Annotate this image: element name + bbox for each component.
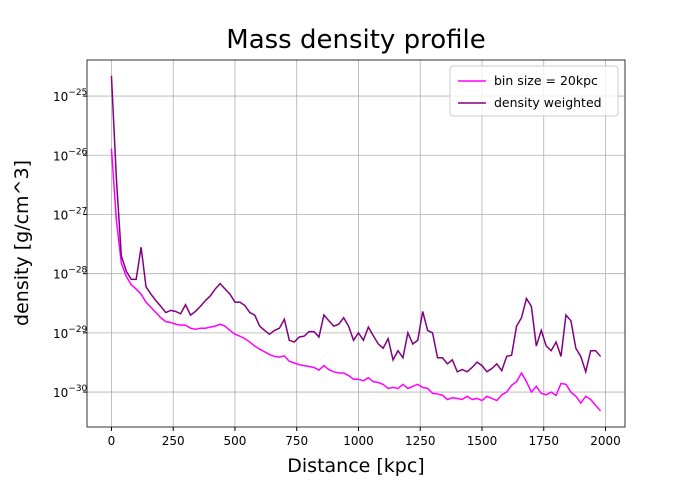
- y-tick-base: 10: [53, 268, 68, 282]
- legend-label: bin size = 20kpc: [494, 73, 598, 88]
- y-tick-exponent: −28: [68, 266, 87, 276]
- y-tick-exponent: −30: [68, 384, 87, 394]
- y-tick-label: 10−30: [53, 384, 88, 400]
- x-tick-label: 1500: [467, 434, 498, 448]
- y-tick-base: 10: [53, 149, 68, 163]
- y-tick-base: 10: [53, 208, 68, 222]
- x-tick-label: 1750: [528, 434, 559, 448]
- y-tick-exponent: −29: [68, 325, 87, 335]
- plot-frame: [86, 59, 626, 428]
- y-tick-base: 10: [53, 386, 68, 400]
- y-tick-exponent: −25: [68, 88, 87, 98]
- line: [110, 75, 602, 375]
- x-axis-label: Distance [kpc]: [287, 455, 424, 477]
- x-tick-label: 2000: [590, 434, 621, 448]
- legend-box: [449, 65, 619, 117]
- y-tick-label: 10−29: [53, 325, 88, 341]
- chart-title: Mass density profile: [226, 25, 485, 55]
- x-tick-label: 1000: [343, 434, 374, 448]
- y-axis-label: density [g/cm^3]: [11, 160, 33, 326]
- line: [110, 148, 602, 412]
- x-tick-label: 750: [285, 434, 308, 448]
- y-tick-label: 10−25: [53, 88, 87, 104]
- x-tick-label: 250: [162, 434, 185, 448]
- y-tick-exponent: −26: [68, 147, 87, 157]
- y-tick-label: 10−27: [53, 206, 87, 222]
- y-tick-base: 10: [53, 90, 68, 104]
- y-tick-base: 10: [53, 327, 68, 341]
- legend-label: density weighted: [494, 95, 602, 110]
- x-tick-label: 500: [224, 434, 247, 448]
- y-tick-exponent: −27: [68, 206, 87, 216]
- x-tick-label: 1250: [405, 434, 436, 448]
- y-tick-label: 10−28: [53, 266, 88, 282]
- y-tick-label: 10−26: [53, 147, 88, 163]
- x-tick-label: 0: [108, 434, 116, 448]
